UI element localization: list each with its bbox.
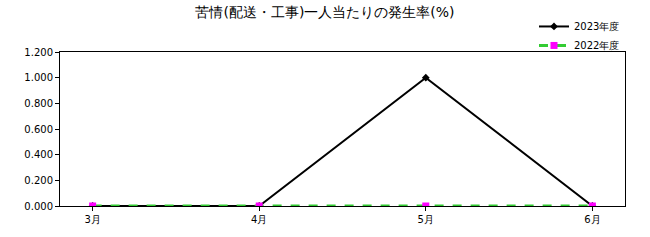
svg-text:1.200: 1.200 bbox=[24, 47, 53, 58]
svg-text:1.000: 1.000 bbox=[24, 72, 53, 83]
svg-text:苦情(配送・工事)一人当たりの発生率(%): 苦情(配送・工事)一人当たりの発生率(%) bbox=[195, 4, 454, 20]
svg-text:4月: 4月 bbox=[251, 214, 267, 225]
svg-text:0.800: 0.800 bbox=[24, 98, 53, 109]
svg-text:2022年度: 2022年度 bbox=[574, 40, 619, 51]
svg-text:0.000: 0.000 bbox=[24, 201, 53, 212]
svg-text:2023年度: 2023年度 bbox=[574, 21, 619, 32]
svg-text:0.400: 0.400 bbox=[24, 149, 53, 160]
svg-text:6月: 6月 bbox=[584, 214, 600, 225]
svg-text:0.600: 0.600 bbox=[24, 124, 53, 135]
svg-text:0.200: 0.200 bbox=[24, 175, 53, 186]
svg-text:5月: 5月 bbox=[418, 214, 434, 225]
svg-text:3月: 3月 bbox=[84, 214, 100, 225]
